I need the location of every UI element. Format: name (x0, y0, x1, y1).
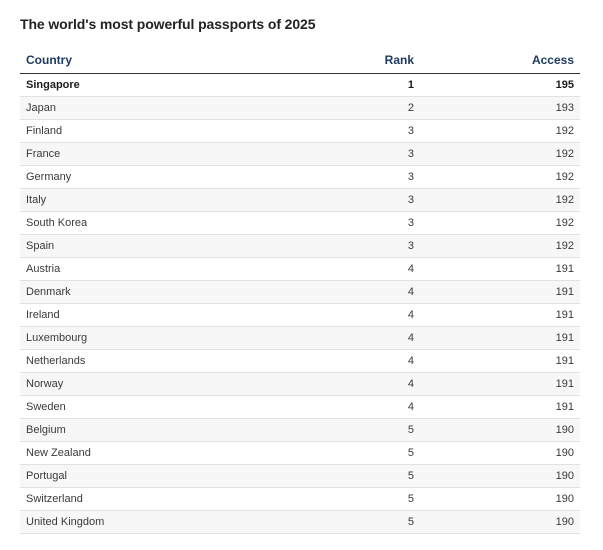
rank-cell: 5 (280, 487, 420, 511)
country-cell: Portugal (20, 464, 280, 488)
table-row: United Kingdom 5 190 (20, 510, 580, 534)
rank-cell: 5 (280, 464, 420, 488)
access-cell: 191 (420, 303, 580, 327)
access-cell: 193 (420, 96, 580, 120)
country-cell: Spain (20, 234, 280, 258)
table-row: Finland 3 192 (20, 119, 580, 143)
country-cell: Norway (20, 372, 280, 396)
access-cell: 190 (420, 441, 580, 465)
rank-cell: 3 (280, 211, 420, 235)
access-cell: 192 (420, 165, 580, 189)
access-cell: 191 (420, 280, 580, 304)
country-cell: United Kingdom (20, 510, 280, 534)
table-row: Sweden 4 191 (20, 395, 580, 419)
access-cell: 191 (420, 349, 580, 373)
rank-cell: 3 (280, 234, 420, 258)
table-row: Netherlands 4 191 (20, 349, 580, 373)
table-row: Norway 4 191 (20, 372, 580, 396)
country-cell: New Zealand (20, 441, 280, 465)
table-row: Spain 3 192 (20, 234, 580, 258)
table-row: Luxembourg 4 191 (20, 326, 580, 350)
table-row: South Korea 3 192 (20, 211, 580, 235)
rank-cell: 4 (280, 395, 420, 419)
country-cell: Ireland (20, 303, 280, 327)
access-cell: 195 (420, 73, 580, 97)
table-row: New Zealand 5 190 (20, 441, 580, 465)
country-cell: Japan (20, 96, 280, 120)
rank-cell: 4 (280, 257, 420, 281)
table-row: Ireland 4 191 (20, 303, 580, 327)
rank-cell: 4 (280, 326, 420, 350)
table-row: France 3 192 (20, 142, 580, 166)
access-cell: 191 (420, 372, 580, 396)
column-header-rank: Rank (280, 46, 420, 74)
access-cell: 190 (420, 510, 580, 534)
access-cell: 192 (420, 142, 580, 166)
access-cell: 190 (420, 464, 580, 488)
table-row: Switzerland 5 190 (20, 487, 580, 511)
table-row: Japan 2 193 (20, 96, 580, 120)
access-cell: 192 (420, 234, 580, 258)
access-cell: 192 (420, 119, 580, 143)
country-cell: Luxembourg (20, 326, 280, 350)
rank-cell: 5 (280, 441, 420, 465)
access-cell: 190 (420, 487, 580, 511)
country-cell: South Korea (20, 211, 280, 235)
table-row: Belgium 5 190 (20, 418, 580, 442)
country-cell: Austria (20, 257, 280, 281)
passport-table: Country Rank Access Singapore 1 195 Japan 2 1… (20, 46, 580, 534)
header-row: Country Rank Access (20, 46, 580, 74)
table-header: Country Rank Access (20, 46, 580, 74)
access-cell: 191 (420, 326, 580, 350)
country-cell: Switzerland (20, 487, 280, 511)
table-row: Denmark 4 191 (20, 280, 580, 304)
page-title: The world's most powerful passports of 2… (20, 16, 316, 32)
country-cell: Singapore (20, 73, 280, 97)
rank-cell: 4 (280, 349, 420, 373)
country-cell: France (20, 142, 280, 166)
table-row: Germany 3 192 (20, 165, 580, 189)
access-cell: 191 (420, 395, 580, 419)
country-cell: Denmark (20, 280, 280, 304)
access-cell: 190 (420, 418, 580, 442)
rank-cell: 3 (280, 142, 420, 166)
country-cell: Belgium (20, 418, 280, 442)
rank-cell: 4 (280, 280, 420, 304)
rank-cell: 5 (280, 418, 420, 442)
access-cell: 192 (420, 188, 580, 212)
rank-cell: 4 (280, 372, 420, 396)
access-cell: 191 (420, 257, 580, 281)
rank-cell: 4 (280, 303, 420, 327)
rank-cell: 2 (280, 96, 420, 120)
rank-cell: 5 (280, 510, 420, 534)
table-body: Singapore 1 195 Japan 2 193 Finland 3 192 France 3… (20, 73, 580, 534)
rank-cell: 3 (280, 165, 420, 189)
table-row: Portugal 5 190 (20, 464, 580, 488)
column-header-access: Access (420, 46, 580, 74)
country-cell: Finland (20, 119, 280, 143)
table-row: Singapore 1 195 (20, 73, 580, 97)
country-cell: Italy (20, 188, 280, 212)
country-cell: Sweden (20, 395, 280, 419)
table-row: Austria 4 191 (20, 257, 580, 281)
rank-cell: 3 (280, 119, 420, 143)
rank-cell: 1 (280, 73, 420, 97)
country-cell: Netherlands (20, 349, 280, 373)
access-cell: 192 (420, 211, 580, 235)
table-row: Italy 3 192 (20, 188, 580, 212)
column-header-country: Country (20, 46, 280, 74)
country-cell: Germany (20, 165, 280, 189)
rank-cell: 3 (280, 188, 420, 212)
